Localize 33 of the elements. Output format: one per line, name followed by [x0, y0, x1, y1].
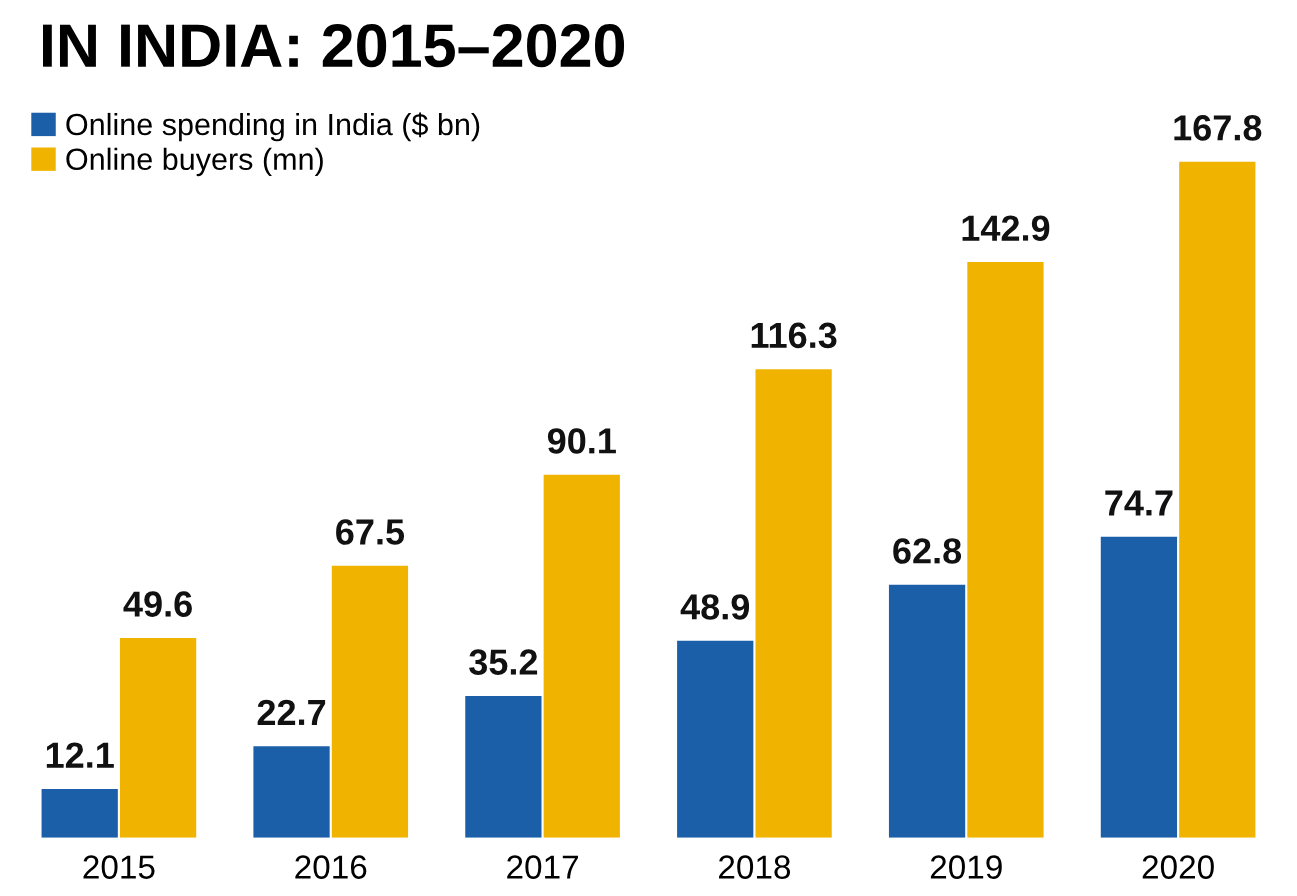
bar: [888, 584, 966, 838]
data-label: 67.5: [336, 519, 405, 545]
bar: [331, 565, 409, 838]
bar: [755, 369, 832, 838]
bar: [1179, 161, 1256, 838]
x-tick-label: 2015: [83, 855, 155, 879]
data-label: 74.7: [1105, 490, 1173, 516]
data-label: 167.8: [1174, 115, 1262, 141]
data-label: 116.3: [751, 322, 837, 349]
data-label: 142.9: [962, 215, 1050, 241]
data-label: 22.7: [257, 699, 326, 725]
data-label: 48.9: [680, 594, 750, 620]
data-label: 62.8: [893, 538, 962, 564]
legend-label: Online buyers (mn): [66, 147, 323, 177]
legend-label: Online spending in India ($ bn): [66, 112, 480, 142]
x-tick-label: 2018: [719, 855, 791, 879]
bar: [967, 262, 1044, 838]
chart-title: IN INDIA: 2015–2020: [43, 24, 625, 68]
x-tick-label: 2020: [1142, 855, 1214, 879]
x-tick-label: 2019: [930, 855, 1002, 879]
bar: [253, 746, 330, 838]
bar: [543, 474, 620, 838]
bar: [1100, 536, 1178, 838]
x-tick-label: 2016: [295, 855, 367, 879]
bar: [119, 637, 197, 838]
data-label: 90.1: [547, 428, 616, 454]
bar: [677, 640, 754, 838]
data-label: 12.1: [46, 742, 114, 768]
bar: [465, 695, 542, 838]
bar: [41, 789, 118, 838]
data-label: 35.2: [469, 649, 538, 675]
x-tick-label: 2017: [507, 855, 578, 879]
data-label: 49.6: [123, 591, 192, 617]
